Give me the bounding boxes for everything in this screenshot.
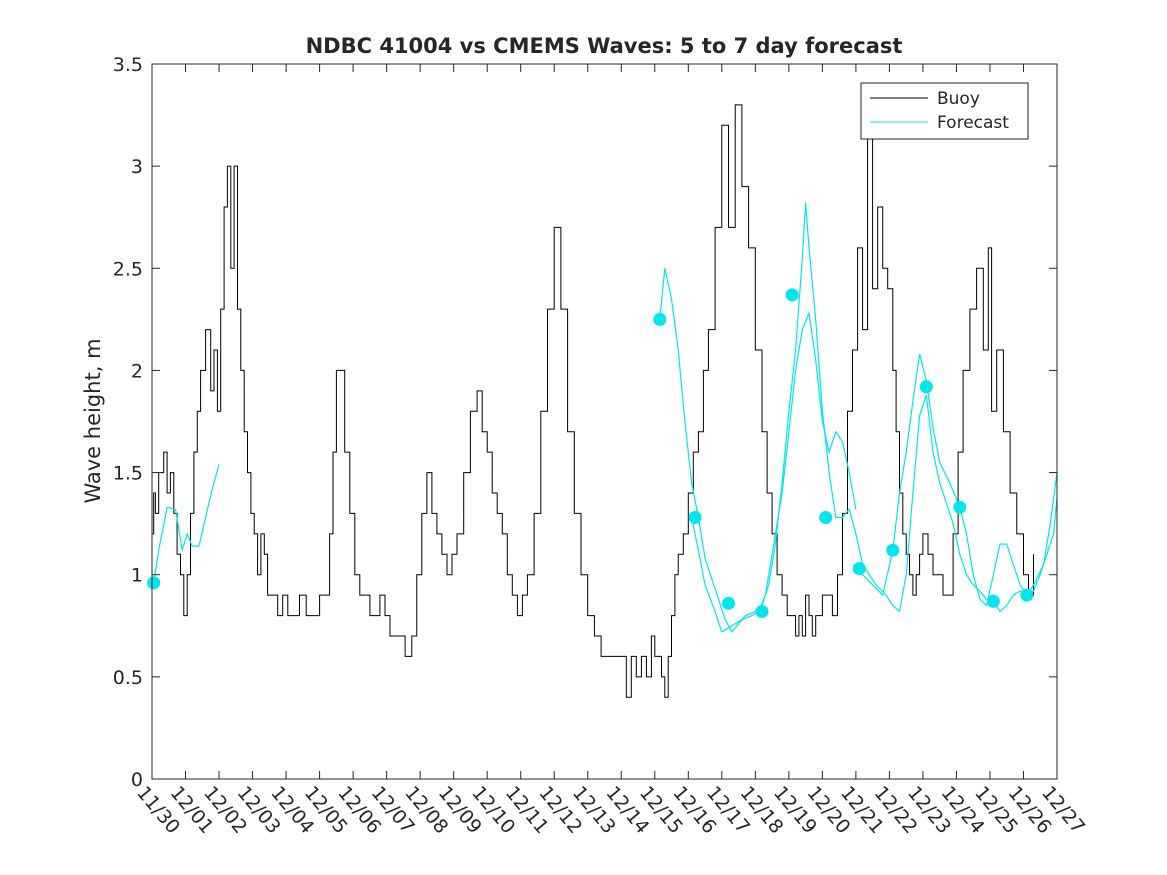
y-tick-label: 0.5 (113, 667, 143, 689)
forecast-marker (819, 511, 833, 525)
y-tick-label: 2 (131, 360, 143, 382)
forecast-marker (852, 562, 866, 576)
forecast-series-line (153, 464, 220, 583)
buoy-series-line (152, 104, 1034, 698)
chart-title: NDBC 41004 vs CMEMS Waves: 5 to 7 day fo… (306, 34, 903, 58)
axes-background (152, 64, 1057, 779)
y-tick-label: 2.5 (113, 258, 143, 280)
forecast-marker (147, 576, 161, 590)
forecast-marker-layer (147, 288, 1034, 618)
y-tick-label: 3 (131, 156, 143, 178)
axes-frame (151, 63, 1058, 780)
y-axis: 0 0.5 1 1.5 2 2.5 3 3.5 (113, 54, 1057, 791)
forecast-marker (785, 288, 799, 302)
forecast-marker (919, 380, 933, 394)
forecast-marker (722, 596, 736, 610)
y-tick-label: 1 (131, 565, 143, 587)
forecast-marker (755, 604, 769, 618)
y-tick-label: 0 (131, 769, 143, 791)
y-tick-label: 1.5 (113, 463, 143, 485)
legend-buoy-label: Buoy (937, 89, 980, 109)
forecast-marker (688, 511, 702, 525)
legend: Buoy Forecast (860, 82, 1029, 140)
legend-forecast-label: Forecast (937, 113, 1009, 133)
buoy-series-layer (152, 104, 1034, 698)
forecast-marker (653, 312, 667, 326)
forecast-marker (1020, 588, 1034, 602)
y-tick-label: 3.5 (113, 54, 143, 76)
forecast-marker (886, 543, 900, 557)
legend-box (860, 82, 1029, 140)
forecast-marker (986, 594, 1000, 608)
plot-area (147, 63, 1058, 780)
forecast-series-line (691, 310, 857, 633)
y-axis-label: Wave height, m (81, 338, 105, 503)
forecast-marker (953, 500, 967, 514)
